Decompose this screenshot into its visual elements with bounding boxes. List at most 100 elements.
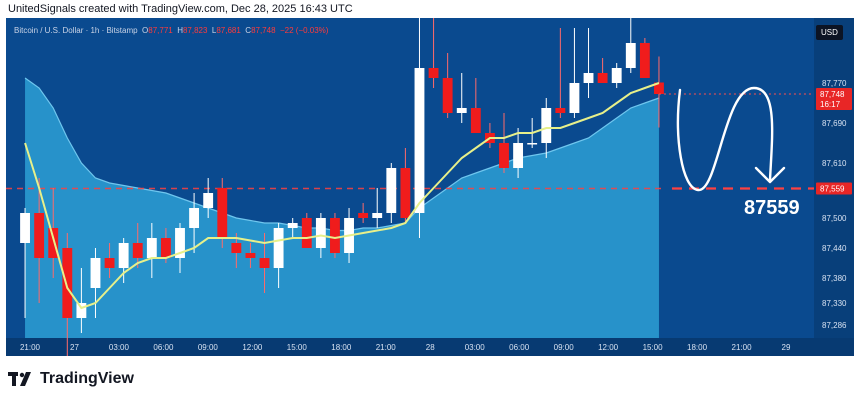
high-value: 87,823 [182, 26, 208, 35]
candle-body [273, 228, 284, 268]
y-tick-label: 87,286 [822, 321, 847, 330]
candle-body [259, 258, 270, 268]
brand-name: TradingView [40, 370, 134, 387]
candle-body [76, 303, 87, 318]
x-tick-label: 12:00 [242, 343, 263, 352]
candle-body [654, 82, 664, 94]
target-price-annotation: 87559 [744, 197, 800, 219]
candle-body [583, 73, 594, 83]
symbol-name: Bitcoin / U.S. Dollar · 1h · Bitstamp [14, 26, 138, 35]
candle-body [639, 43, 650, 78]
candle-body [62, 248, 73, 318]
low-value: 87,681 [216, 26, 241, 35]
candle-body [541, 108, 552, 143]
candle-body [358, 213, 369, 218]
x-tick-label: 09:00 [554, 343, 575, 352]
x-tick-label: 06:00 [509, 343, 530, 352]
candle-body [555, 108, 566, 113]
x-tick-label: 29 [782, 343, 791, 352]
y-tick-label: 87,610 [822, 159, 847, 168]
candle-body [203, 193, 214, 208]
x-tick-label: 28 [426, 343, 435, 352]
candle-body [34, 213, 45, 258]
x-tick-label: 12:00 [598, 343, 619, 352]
candle-body [245, 253, 256, 258]
down-arrow-icon [676, 86, 774, 192]
high-label: H [177, 26, 183, 35]
x-tick-label: 15:00 [643, 343, 664, 352]
candle-body [118, 243, 129, 268]
last-price-label: 87,748 [820, 90, 845, 99]
candle-body [330, 218, 340, 253]
candle-body [499, 143, 509, 168]
candle-body [104, 258, 115, 268]
y-tick-label: 87,500 [822, 214, 847, 223]
candle-body [189, 208, 200, 228]
candle-body [400, 168, 411, 218]
candle-body [569, 83, 580, 113]
y-tick-label: 87,380 [822, 274, 847, 283]
candle-body [146, 238, 157, 258]
candle-body [625, 43, 636, 68]
area-series [25, 78, 659, 338]
chart-caption: UnitedSignals created with TradingView.c… [8, 3, 353, 15]
support-price-badge [816, 182, 852, 195]
candle-body [231, 243, 242, 253]
symbol-legend: Bitcoin / U.S. Dollar · 1h · Bitstamp O8… [14, 26, 328, 35]
candle-body [442, 78, 453, 113]
candle-body [301, 218, 312, 248]
open-value: 87,771 [148, 26, 173, 35]
candle-body [20, 213, 30, 243]
chart-svg[interactable]: 87,770 87,690 87,610 87,500 87,440 87,380 87,3… [6, 18, 854, 356]
chart-frame[interactable]: 87,770 87,690 87,610 87,500 87,440 87,380 87,3… [6, 18, 854, 356]
close-label: C [245, 26, 252, 35]
low-label: L [211, 26, 217, 35]
x-tick-label: 21:00 [732, 343, 753, 352]
candle-body [386, 168, 397, 213]
x-tick-label: 18:00 [331, 343, 352, 352]
open-label: O [142, 26, 149, 35]
y-tick-label: 87,440 [822, 244, 847, 253]
candle-body [372, 213, 383, 218]
candle-body [513, 143, 524, 168]
x-tick-label: 21:00 [376, 343, 397, 352]
x-tick-label: 15:00 [287, 343, 308, 352]
bar-countdown-label: 16:17 [820, 100, 841, 109]
candle-body [611, 68, 622, 83]
y-tick-label: 87,330 [822, 299, 847, 308]
x-tick-label: 03:00 [465, 343, 486, 352]
x-tick-label: 09:00 [198, 343, 219, 352]
support-price-label: 87,559 [820, 185, 845, 194]
candle-body [175, 228, 185, 258]
down-arrow-icon [754, 166, 786, 184]
y-tick-label: 87,690 [822, 119, 847, 128]
last-price-badge [816, 88, 852, 110]
moving-average-line [24, 82, 660, 310]
area-series-edge [24, 77, 660, 232]
candle-body [597, 73, 608, 83]
x-tick-label: 03:00 [109, 343, 130, 352]
currency-badge[interactable]: USD [816, 25, 843, 40]
candle-body [527, 143, 538, 145]
candle-body [287, 223, 298, 228]
candle-body [414, 68, 425, 213]
y-tick-label: 87,770 [822, 79, 847, 88]
candle-body [90, 258, 101, 288]
candle-body [428, 68, 439, 78]
close-value: 87,748 [251, 26, 276, 35]
x-tick-label: 21:00 [20, 343, 41, 352]
footer-brand[interactable]: TradingView [8, 370, 134, 388]
candle-body [132, 243, 143, 258]
candle-body [470, 108, 481, 133]
x-tick-label: 18:00 [687, 343, 708, 352]
candle-body [315, 218, 326, 248]
price-scale-background [814, 18, 854, 338]
candle-body [217, 188, 228, 238]
x-tick-label: 27 [70, 343, 79, 352]
candle-body [48, 228, 59, 258]
candle-body [456, 108, 467, 113]
tradingview-logo-icon [8, 372, 31, 386]
candle-body [160, 238, 171, 258]
x-tick-label: 06:00 [153, 343, 174, 352]
time-scale-background [6, 338, 854, 356]
